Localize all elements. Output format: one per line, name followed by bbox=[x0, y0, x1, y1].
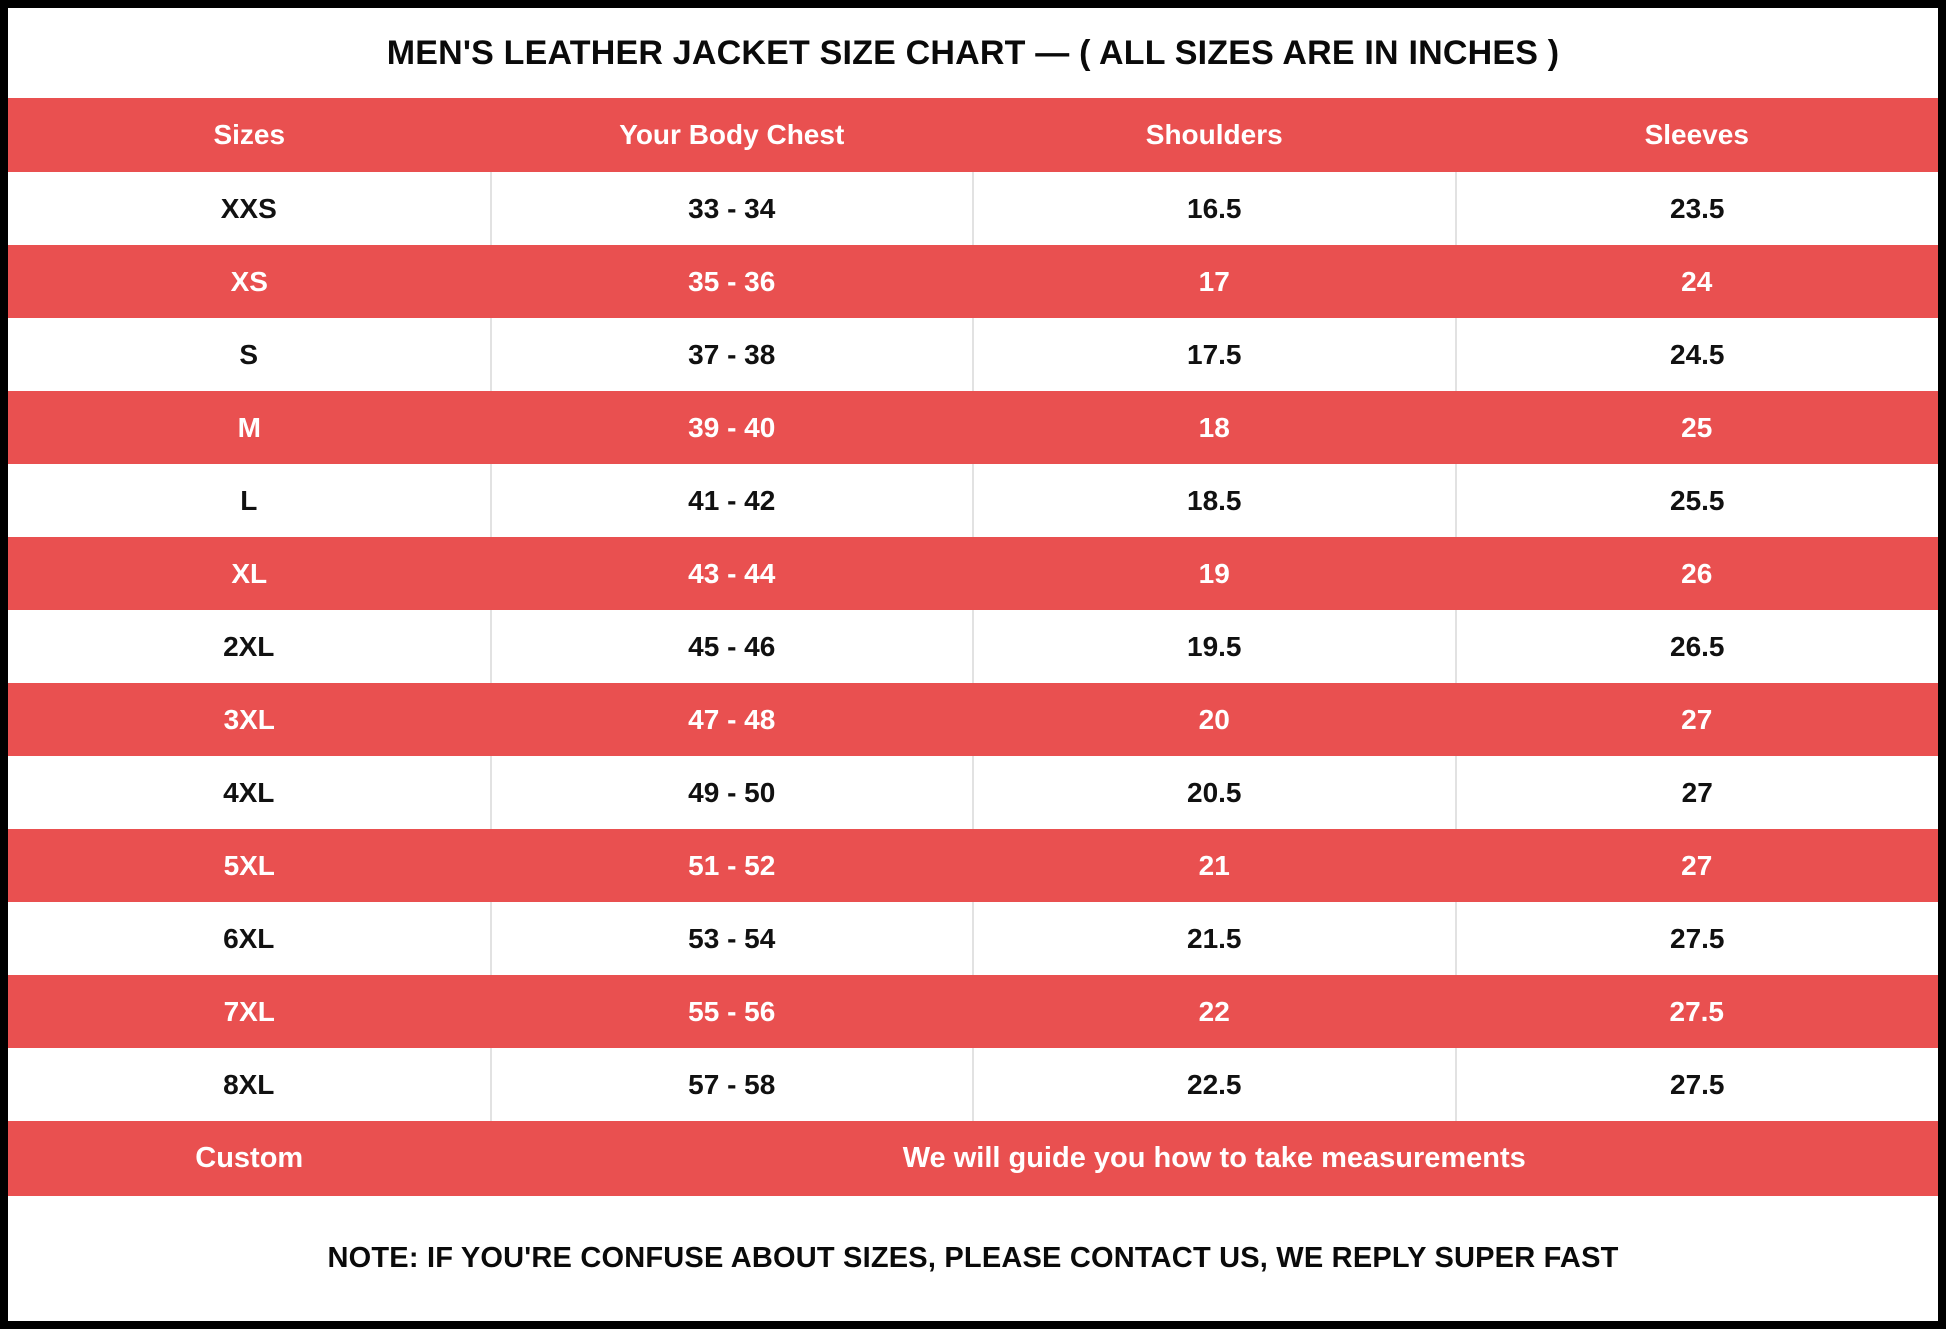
measurement-cell: 27 bbox=[1455, 756, 1938, 829]
measurement-cell: 24.5 bbox=[1455, 318, 1938, 391]
size-label-cell: XS bbox=[8, 245, 491, 318]
size-table-body: XXS 33 - 34 16.5 23.5 XS 35 - 36 17 24 S 37 - 38 1… bbox=[8, 172, 1938, 1121]
measurement-cell: 19 bbox=[973, 537, 1456, 610]
table-row-7xl: 7XL 55 - 56 22 27.5 bbox=[8, 975, 1938, 1048]
size-label-cell: L bbox=[8, 464, 492, 537]
measurement-cell: 43 - 44 bbox=[490, 537, 973, 610]
measurement-cell: 18.5 bbox=[973, 464, 1457, 537]
size-label-cell: 4XL bbox=[8, 756, 492, 829]
size-chart-table: Sizes Your Body Chest Shoulders Sleeves … bbox=[8, 98, 1938, 1321]
table-row-xs: XS 35 - 36 17 24 bbox=[8, 245, 1938, 318]
measurement-cell: 20 bbox=[973, 683, 1456, 756]
table-row-5xl: 5XL 51 - 52 21 27 bbox=[8, 829, 1938, 902]
custom-size-row: Custom We will guide you how to take mea… bbox=[8, 1121, 1938, 1196]
table-row-8xl: 8XL 57 - 58 22.5 27.5 bbox=[8, 1048, 1938, 1121]
size-label-cell: 2XL bbox=[8, 610, 492, 683]
measurement-cell: 17 bbox=[973, 245, 1456, 318]
column-header-sleeves: Sleeves bbox=[1455, 98, 1938, 172]
table-header-row: Sizes Your Body Chest Shoulders Sleeves bbox=[8, 98, 1938, 172]
table-row-4xl: 4XL 49 - 50 20.5 27 bbox=[8, 756, 1938, 829]
measurement-cell: 22.5 bbox=[973, 1048, 1457, 1121]
table-row-xl: XL 43 - 44 19 26 bbox=[8, 537, 1938, 610]
measurement-cell: 51 - 52 bbox=[490, 829, 973, 902]
measurement-cell: 22 bbox=[973, 975, 1456, 1048]
measurement-cell: 53 - 54 bbox=[490, 902, 974, 975]
measurement-cell: 16.5 bbox=[973, 172, 1457, 245]
measurement-cell: 49 - 50 bbox=[490, 756, 974, 829]
size-label-cell: M bbox=[8, 391, 491, 464]
measurement-cell: 21.5 bbox=[973, 902, 1457, 975]
measurement-cell: 27.5 bbox=[1455, 902, 1938, 975]
column-header-shoulders: Shoulders bbox=[973, 98, 1456, 172]
table-row-2xl: 2XL 45 - 46 19.5 26.5 bbox=[8, 610, 1938, 683]
size-label-cell: 8XL bbox=[8, 1048, 492, 1121]
note-row: NOTE: IF YOU'RE CONFUSE ABOUT SIZES, PLE… bbox=[8, 1196, 1938, 1321]
page-title: MEN'S LEATHER JACKET SIZE CHART — ( ALL … bbox=[386, 33, 1560, 72]
measurement-cell: 23.5 bbox=[1455, 172, 1938, 245]
measurement-cell: 27 bbox=[1455, 829, 1938, 902]
note-text: NOTE: IF YOU'RE CONFUSE ABOUT SIZES, PLE… bbox=[8, 1196, 1938, 1321]
measurement-cell: 37 - 38 bbox=[490, 318, 974, 391]
measurement-cell: 41 - 42 bbox=[490, 464, 974, 537]
measurement-cell: 27 bbox=[1455, 683, 1938, 756]
column-header-body-chest: Your Body Chest bbox=[490, 98, 973, 172]
measurement-cell: 25.5 bbox=[1455, 464, 1938, 537]
measurement-cell: 19.5 bbox=[973, 610, 1457, 683]
measurement-cell: 26.5 bbox=[1455, 610, 1938, 683]
measurement-cell: 35 - 36 bbox=[490, 245, 973, 318]
measurement-cell: 33 - 34 bbox=[490, 172, 974, 245]
measurement-cell: 45 - 46 bbox=[490, 610, 974, 683]
measurement-cell: 55 - 56 bbox=[490, 975, 973, 1048]
measurement-cell: 47 - 48 bbox=[490, 683, 973, 756]
measurement-cell: 20.5 bbox=[973, 756, 1457, 829]
measurement-cell: 21 bbox=[973, 829, 1456, 902]
size-label-cell: XXS bbox=[8, 172, 492, 245]
column-header-sizes: Sizes bbox=[8, 98, 491, 172]
size-label-cell: 3XL bbox=[8, 683, 491, 756]
measurement-cell: 39 - 40 bbox=[490, 391, 973, 464]
size-label-cell: 5XL bbox=[8, 829, 491, 902]
measurement-cell: 24 bbox=[1455, 245, 1938, 318]
measurement-cell: 26 bbox=[1455, 537, 1938, 610]
measurement-cell: 27.5 bbox=[1455, 975, 1938, 1048]
custom-size-label: Custom bbox=[8, 1121, 491, 1196]
measurement-cell: 18 bbox=[973, 391, 1456, 464]
size-label-cell: 7XL bbox=[8, 975, 491, 1048]
table-row-xxs: XXS 33 - 34 16.5 23.5 bbox=[8, 172, 1938, 245]
table-row-6xl: 6XL 53 - 54 21.5 27.5 bbox=[8, 902, 1938, 975]
size-label-cell: 6XL bbox=[8, 902, 492, 975]
table-row-m: M 39 - 40 18 25 bbox=[8, 391, 1938, 464]
table-row-l: L 41 - 42 18.5 25.5 bbox=[8, 464, 1938, 537]
custom-size-message: We will guide you how to take measuremen… bbox=[490, 1121, 1938, 1196]
table-row-s: S 37 - 38 17.5 24.5 bbox=[8, 318, 1938, 391]
measurement-cell: 17.5 bbox=[973, 318, 1457, 391]
measurement-cell: 25 bbox=[1455, 391, 1938, 464]
size-label-cell: S bbox=[8, 318, 492, 391]
measurement-cell: 57 - 58 bbox=[490, 1048, 974, 1121]
table-row-3xl: 3XL 47 - 48 20 27 bbox=[8, 683, 1938, 756]
measurement-cell: 27.5 bbox=[1455, 1048, 1938, 1121]
size-label-cell: XL bbox=[8, 537, 491, 610]
title-band: MEN'S LEATHER JACKET SIZE CHART — ( ALL … bbox=[8, 8, 1938, 98]
